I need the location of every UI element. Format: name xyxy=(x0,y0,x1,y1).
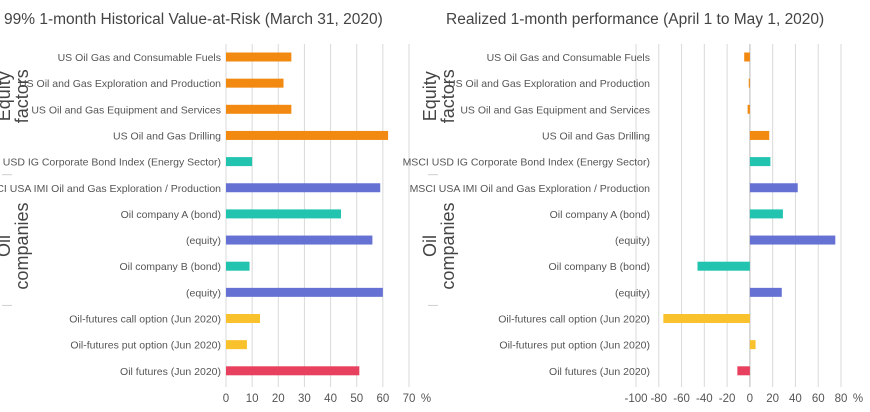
x-tick-label: 60 xyxy=(812,393,825,405)
chart-title: Realized 1-month performance (April 1 to… xyxy=(446,11,824,28)
bar xyxy=(226,366,360,376)
bar xyxy=(737,366,750,376)
chart-panel-1: 99% 1-month Historical Value-at-Risk (Ma… xyxy=(0,11,431,405)
x-tick-label: 0 xyxy=(747,393,753,405)
bar xyxy=(226,209,342,219)
bar xyxy=(747,104,750,114)
category-label: US Oil and Gas Exploration and Productio… xyxy=(19,78,221,90)
bar xyxy=(748,78,750,88)
x-tick-label: 50 xyxy=(350,393,363,405)
bar xyxy=(226,104,292,114)
bar xyxy=(663,314,750,323)
x-tick-label: 80 xyxy=(835,393,848,405)
category-label: US Oil and Gas Exploration and Productio… xyxy=(448,78,650,90)
bar xyxy=(749,183,798,193)
group-label-line2: companies xyxy=(438,203,458,290)
category-label: US Oil Gas and Consumable Fuels xyxy=(487,52,650,64)
category-label: Oil-futures call option (Jun 2020) xyxy=(69,314,221,326)
category-label: (equity) xyxy=(186,235,221,247)
x-tick-label: -20 xyxy=(719,393,736,405)
bar xyxy=(749,235,836,245)
bar xyxy=(749,130,770,140)
category-label: Oil company B (bond) xyxy=(119,261,221,273)
group-label-line1: Equity xyxy=(420,71,440,121)
category-label: Oil-futures call option (Jun 2020) xyxy=(498,314,650,326)
category-label: US Oil and Gas Equipment and Services xyxy=(31,104,221,116)
bar xyxy=(226,183,381,193)
bar xyxy=(226,130,389,140)
category-label: MSCI USD IG Corporate Bond Index (Energy… xyxy=(403,157,650,169)
x-tick-label: 30 xyxy=(298,393,311,405)
bar xyxy=(226,52,292,62)
x-unit-label: % xyxy=(421,393,431,405)
bar xyxy=(749,209,783,219)
category-label: Oil futures (Jun 2020) xyxy=(120,366,221,378)
x-tick-label: -40 xyxy=(696,393,713,405)
category-label: US Oil and Gas Equipment and Services xyxy=(460,104,650,116)
bar xyxy=(226,157,253,167)
category-label: Oil futures (Jun 2020) xyxy=(549,366,650,378)
category-label: (equity) xyxy=(615,235,650,247)
category-label: MSCI USA IMI Oil and Gas Exploration / P… xyxy=(410,183,651,195)
x-tick-label: 0 xyxy=(223,393,229,405)
bar xyxy=(226,314,260,323)
bar xyxy=(749,287,782,297)
bar xyxy=(226,287,383,297)
x-tick-label: -80 xyxy=(650,393,667,405)
group-label-line2: factors xyxy=(12,69,32,123)
x-tick-label: 10 xyxy=(246,393,259,405)
group-label-line2: factors xyxy=(438,69,458,123)
bar xyxy=(226,340,247,350)
category-label: US Oil and Gas Drilling xyxy=(113,130,221,142)
category-label: MSCI USD IG Corporate Bond Index (Energy… xyxy=(0,157,221,169)
chart-panel-2: Realized 1-month performance (April 1 to… xyxy=(403,11,864,405)
group-label-line1: Oil xyxy=(0,235,14,257)
x-unit-label: % xyxy=(853,393,863,405)
category-label: Oil-futures put option (Jun 2020) xyxy=(499,340,650,352)
chart-title: 99% 1-month Historical Value-at-Risk (Ma… xyxy=(4,11,383,28)
bar xyxy=(749,157,771,167)
category-label: US Oil Gas and Consumable Fuels xyxy=(58,52,221,64)
group-label-line1: Equity xyxy=(0,71,14,121)
x-tick-label: 40 xyxy=(789,393,802,405)
group-label-line1: Oil xyxy=(420,235,440,257)
x-tick-label: -100 xyxy=(624,393,647,405)
category-label: Oil company A (bond) xyxy=(550,209,650,221)
category-label: Oil-futures put option (Jun 2020) xyxy=(70,340,221,352)
bar xyxy=(697,261,750,271)
category-label: Oil company B (bond) xyxy=(548,261,650,273)
x-tick-label: 40 xyxy=(324,393,337,405)
group-label-line2: companies xyxy=(12,203,32,290)
x-tick-label: 20 xyxy=(766,393,779,405)
category-label: Oil company A (bond) xyxy=(121,209,221,221)
bar xyxy=(226,78,284,88)
bar xyxy=(226,235,373,245)
x-tick-label: 60 xyxy=(376,393,389,405)
category-label: (equity) xyxy=(186,287,221,299)
category-label: US Oil and Gas Drilling xyxy=(542,130,650,142)
bar xyxy=(744,52,750,62)
category-label: (equity) xyxy=(615,287,650,299)
bar xyxy=(226,261,250,271)
x-tick-label: 70 xyxy=(403,393,416,405)
bar xyxy=(749,340,756,350)
x-tick-label: 20 xyxy=(272,393,285,405)
category-label: MSCI USA IMI Oil and Gas Exploration / P… xyxy=(0,183,221,195)
x-tick-label: -60 xyxy=(673,393,690,405)
